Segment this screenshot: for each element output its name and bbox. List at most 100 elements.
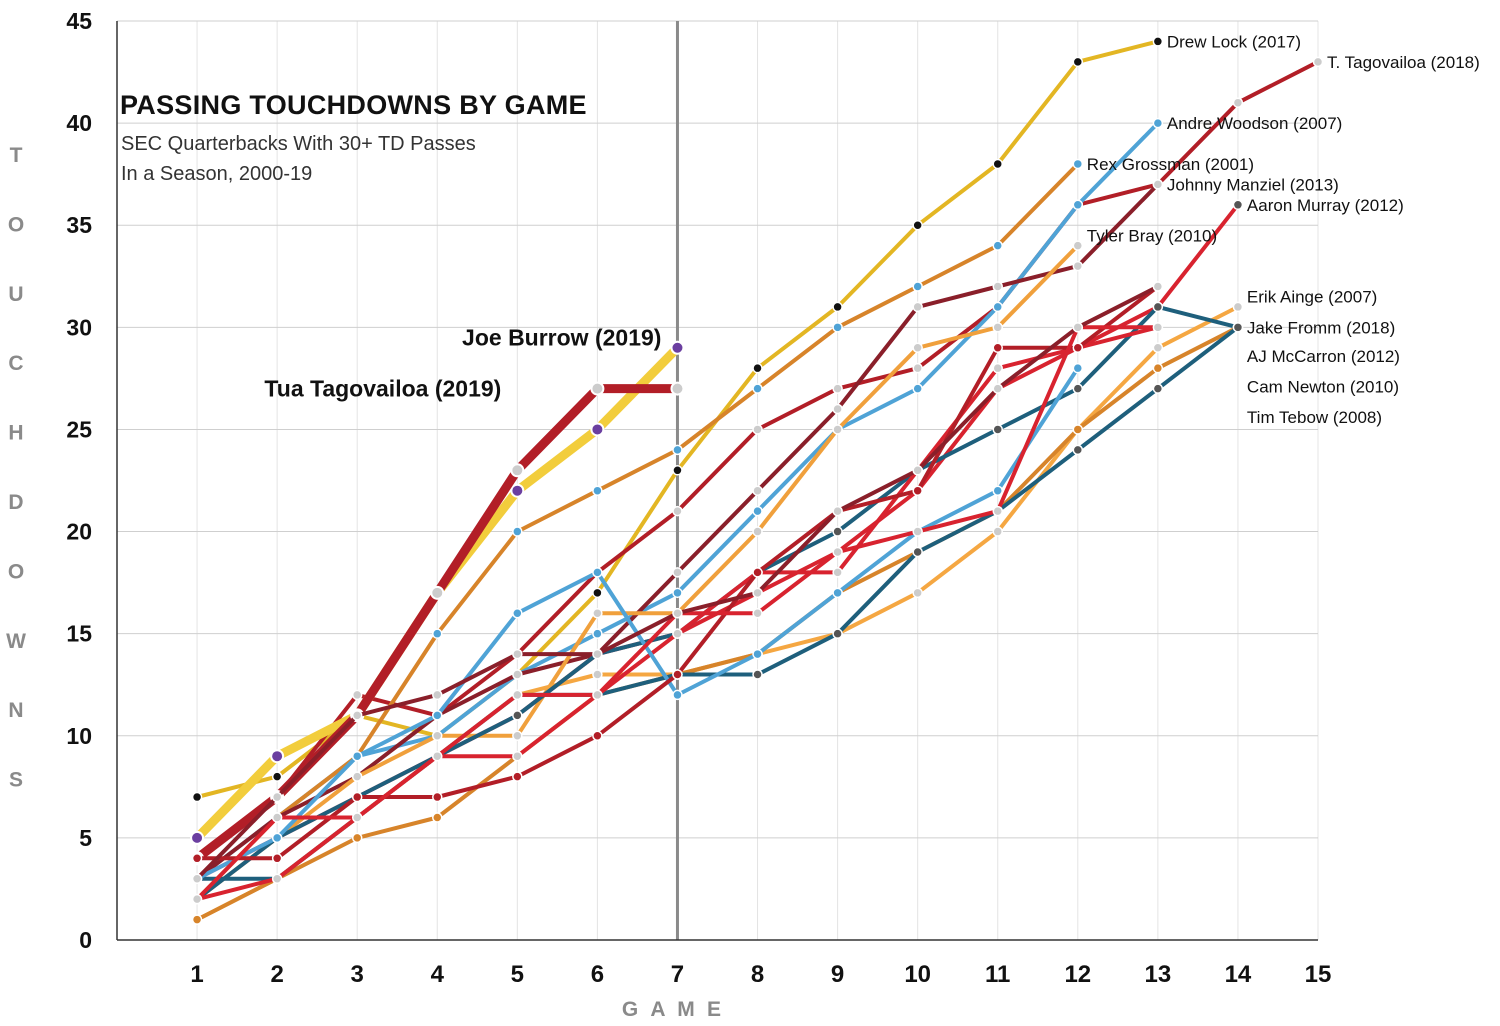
label-aj-mccarron-2012: AJ McCarron (2012) — [1247, 347, 1400, 366]
point-tyler-bray-2010-game-3 — [351, 771, 363, 782]
point-aj-mccarron-2012-game-1 — [191, 914, 203, 925]
point-series-18-game-3 — [351, 710, 363, 721]
point-drew-lock-2017-game-6 — [592, 587, 603, 599]
point-cam-newton-2010-game-9 — [832, 628, 843, 639]
label-aaron-murray-2012: Aaron Murray (2012) — [1247, 196, 1404, 215]
point-series-17-game-5 — [512, 689, 523, 701]
point-drew-lock-2017-game-7 — [672, 465, 683, 476]
point-aj-mccarron-2012-game-4 — [432, 812, 443, 823]
point-drew-lock-2017-game-1 — [191, 791, 203, 803]
point-tim-tebow-2008-game-7 — [672, 628, 683, 639]
chart-subtitle-line-1: SEC Quarterbacks With 30+ TD Passes — [121, 133, 476, 155]
series-lines — [190, 36, 1324, 925]
y-label-letter: O — [8, 560, 24, 583]
point-tyler-bray-2010-game-11 — [992, 322, 1003, 333]
point-johnny-manziel-2013-game-5 — [512, 669, 523, 680]
point-series-18-game-9 — [832, 505, 843, 517]
point-t-tagovailoa-2018-game-3 — [351, 689, 363, 701]
point-tim-tebow-2008-game-9 — [832, 567, 843, 578]
y-tick-15: 15 — [66, 621, 92, 647]
point-series-15-game-2 — [271, 832, 283, 844]
point-aj-mccarron-2012-game-13 — [1152, 362, 1164, 374]
y-label-letter: W — [6, 630, 26, 653]
point-tim-tebow-2008-game-5 — [512, 750, 523, 762]
x-tick-labels: 1 2 3 4 5 6 7 8 9 10 11 12 13 14 15 — [190, 961, 1331, 988]
point-tyler-bray-2010-game-10 — [912, 342, 923, 354]
x-tick-3: 3 — [351, 961, 364, 988]
point-series-17-game-10 — [912, 526, 923, 537]
point-series-16-game-12 — [1072, 342, 1084, 354]
y-tick-0: 0 — [79, 927, 92, 953]
axes — [116, 21, 1318, 941]
point-rex-grossman-2001-game-4 — [432, 628, 443, 639]
y-label-letter: N — [8, 699, 23, 722]
point-series-15-game-4 — [432, 710, 443, 721]
point-jake-fromm-2018-game-11 — [992, 424, 1003, 435]
point-series-16-game-7 — [672, 669, 683, 680]
point-series-16-game-2 — [271, 853, 283, 864]
y-tick-5: 5 — [79, 825, 92, 851]
label-andre-woodson-2007: Andre Woodson (2007) — [1167, 114, 1342, 133]
y-tick-labels: 0 5 10 15 20 25 30 35 40 45 — [66, 8, 92, 953]
point-andre-woodson-2007-game-6 — [592, 628, 603, 639]
point-rex-grossman-2001-game-10 — [912, 281, 923, 292]
x-tick-7: 7 — [671, 961, 684, 988]
x-tick-13: 13 — [1145, 961, 1172, 988]
point-rex-grossman-2001-game-7 — [672, 444, 683, 456]
point-rex-grossman-2001-game-12 — [1072, 158, 1084, 170]
point-cam-newton-2010-game-12 — [1072, 444, 1084, 456]
point-johnny-manziel-2013-game-7 — [672, 567, 683, 578]
point-erik-ainge-2007-game-6 — [592, 669, 603, 680]
point-rex-grossman-2001-game-9 — [832, 322, 843, 333]
point-t-tagovailoa-2018-game-14 — [1232, 97, 1244, 108]
point-tua-tagovailoa-2019-game-4 — [430, 585, 445, 600]
point-drew-lock-2017-game-11 — [992, 158, 1003, 170]
point-andre-woodson-2007-game-11 — [992, 301, 1003, 313]
point-series-17-game-13 — [1152, 322, 1164, 333]
point-drew-lock-2017-game-9 — [832, 301, 843, 313]
point-series-16-game-6 — [592, 730, 603, 742]
point-drew-lock-2017-game-10 — [912, 219, 923, 231]
point-johnny-manziel-2013-game-11 — [992, 281, 1003, 292]
x-tick-14: 14 — [1225, 961, 1252, 988]
x-label-letter: M — [677, 998, 695, 1021]
y-label-letter: C — [8, 352, 23, 375]
point-series-15-game-11 — [992, 485, 1003, 496]
point-joe-burrow-2019-game-5 — [510, 483, 525, 498]
point-johnny-manziel-2013-game-9 — [832, 403, 843, 415]
point-erik-ainge-2007-game-11 — [992, 526, 1003, 537]
point-drew-lock-2017-game-12 — [1072, 56, 1084, 68]
point-cam-newton-2010-game-14 — [1232, 322, 1244, 333]
point-t-tagovailoa-2018-game-7 — [672, 505, 683, 517]
x-tick-15: 15 — [1305, 961, 1332, 988]
point-tyler-bray-2010-game-8 — [752, 526, 763, 537]
point-jake-fromm-2018-game-9 — [832, 526, 843, 537]
point-series-18-game-7 — [672, 607, 683, 619]
point-johnny-manziel-2013-game-13 — [1152, 179, 1164, 190]
point-series-17-game-4 — [432, 750, 443, 762]
point-series-18-game-11 — [992, 383, 1003, 394]
point-rex-grossman-2001-game-8 — [752, 383, 763, 394]
point-erik-ainge-2007-game-10 — [912, 587, 923, 599]
point-series-18-game-1 — [191, 873, 203, 884]
x-tick-2: 2 — [270, 961, 283, 988]
series-tyler-bray-2010 — [191, 240, 1084, 905]
chart-subtitle-line-2: In a Season, 2000-19 — [121, 163, 313, 185]
point-t-tagovailoa-2018-game-15 — [1312, 56, 1324, 68]
x-tick-12: 12 — [1064, 961, 1091, 988]
point-rex-grossman-2001-game-11 — [992, 240, 1003, 251]
point-series-18-game-8 — [752, 587, 763, 599]
point-series-16-game-4 — [432, 791, 443, 803]
x-label-letter: G — [622, 998, 638, 1021]
point-drew-lock-2017-game-13 — [1152, 36, 1164, 47]
point-series-15-game-6 — [592, 567, 603, 578]
point-t-tagovailoa-2018-game-9 — [832, 383, 843, 394]
point-joe-burrow-2019-game-2 — [270, 749, 285, 764]
point-series-18-game-10 — [912, 465, 923, 476]
point-series-15-game-7 — [672, 689, 683, 701]
point-aj-mccarron-2012-game-12 — [1072, 424, 1084, 435]
point-series-15-game-3 — [351, 750, 363, 762]
point-jake-fromm-2018-game-12 — [1072, 383, 1084, 394]
